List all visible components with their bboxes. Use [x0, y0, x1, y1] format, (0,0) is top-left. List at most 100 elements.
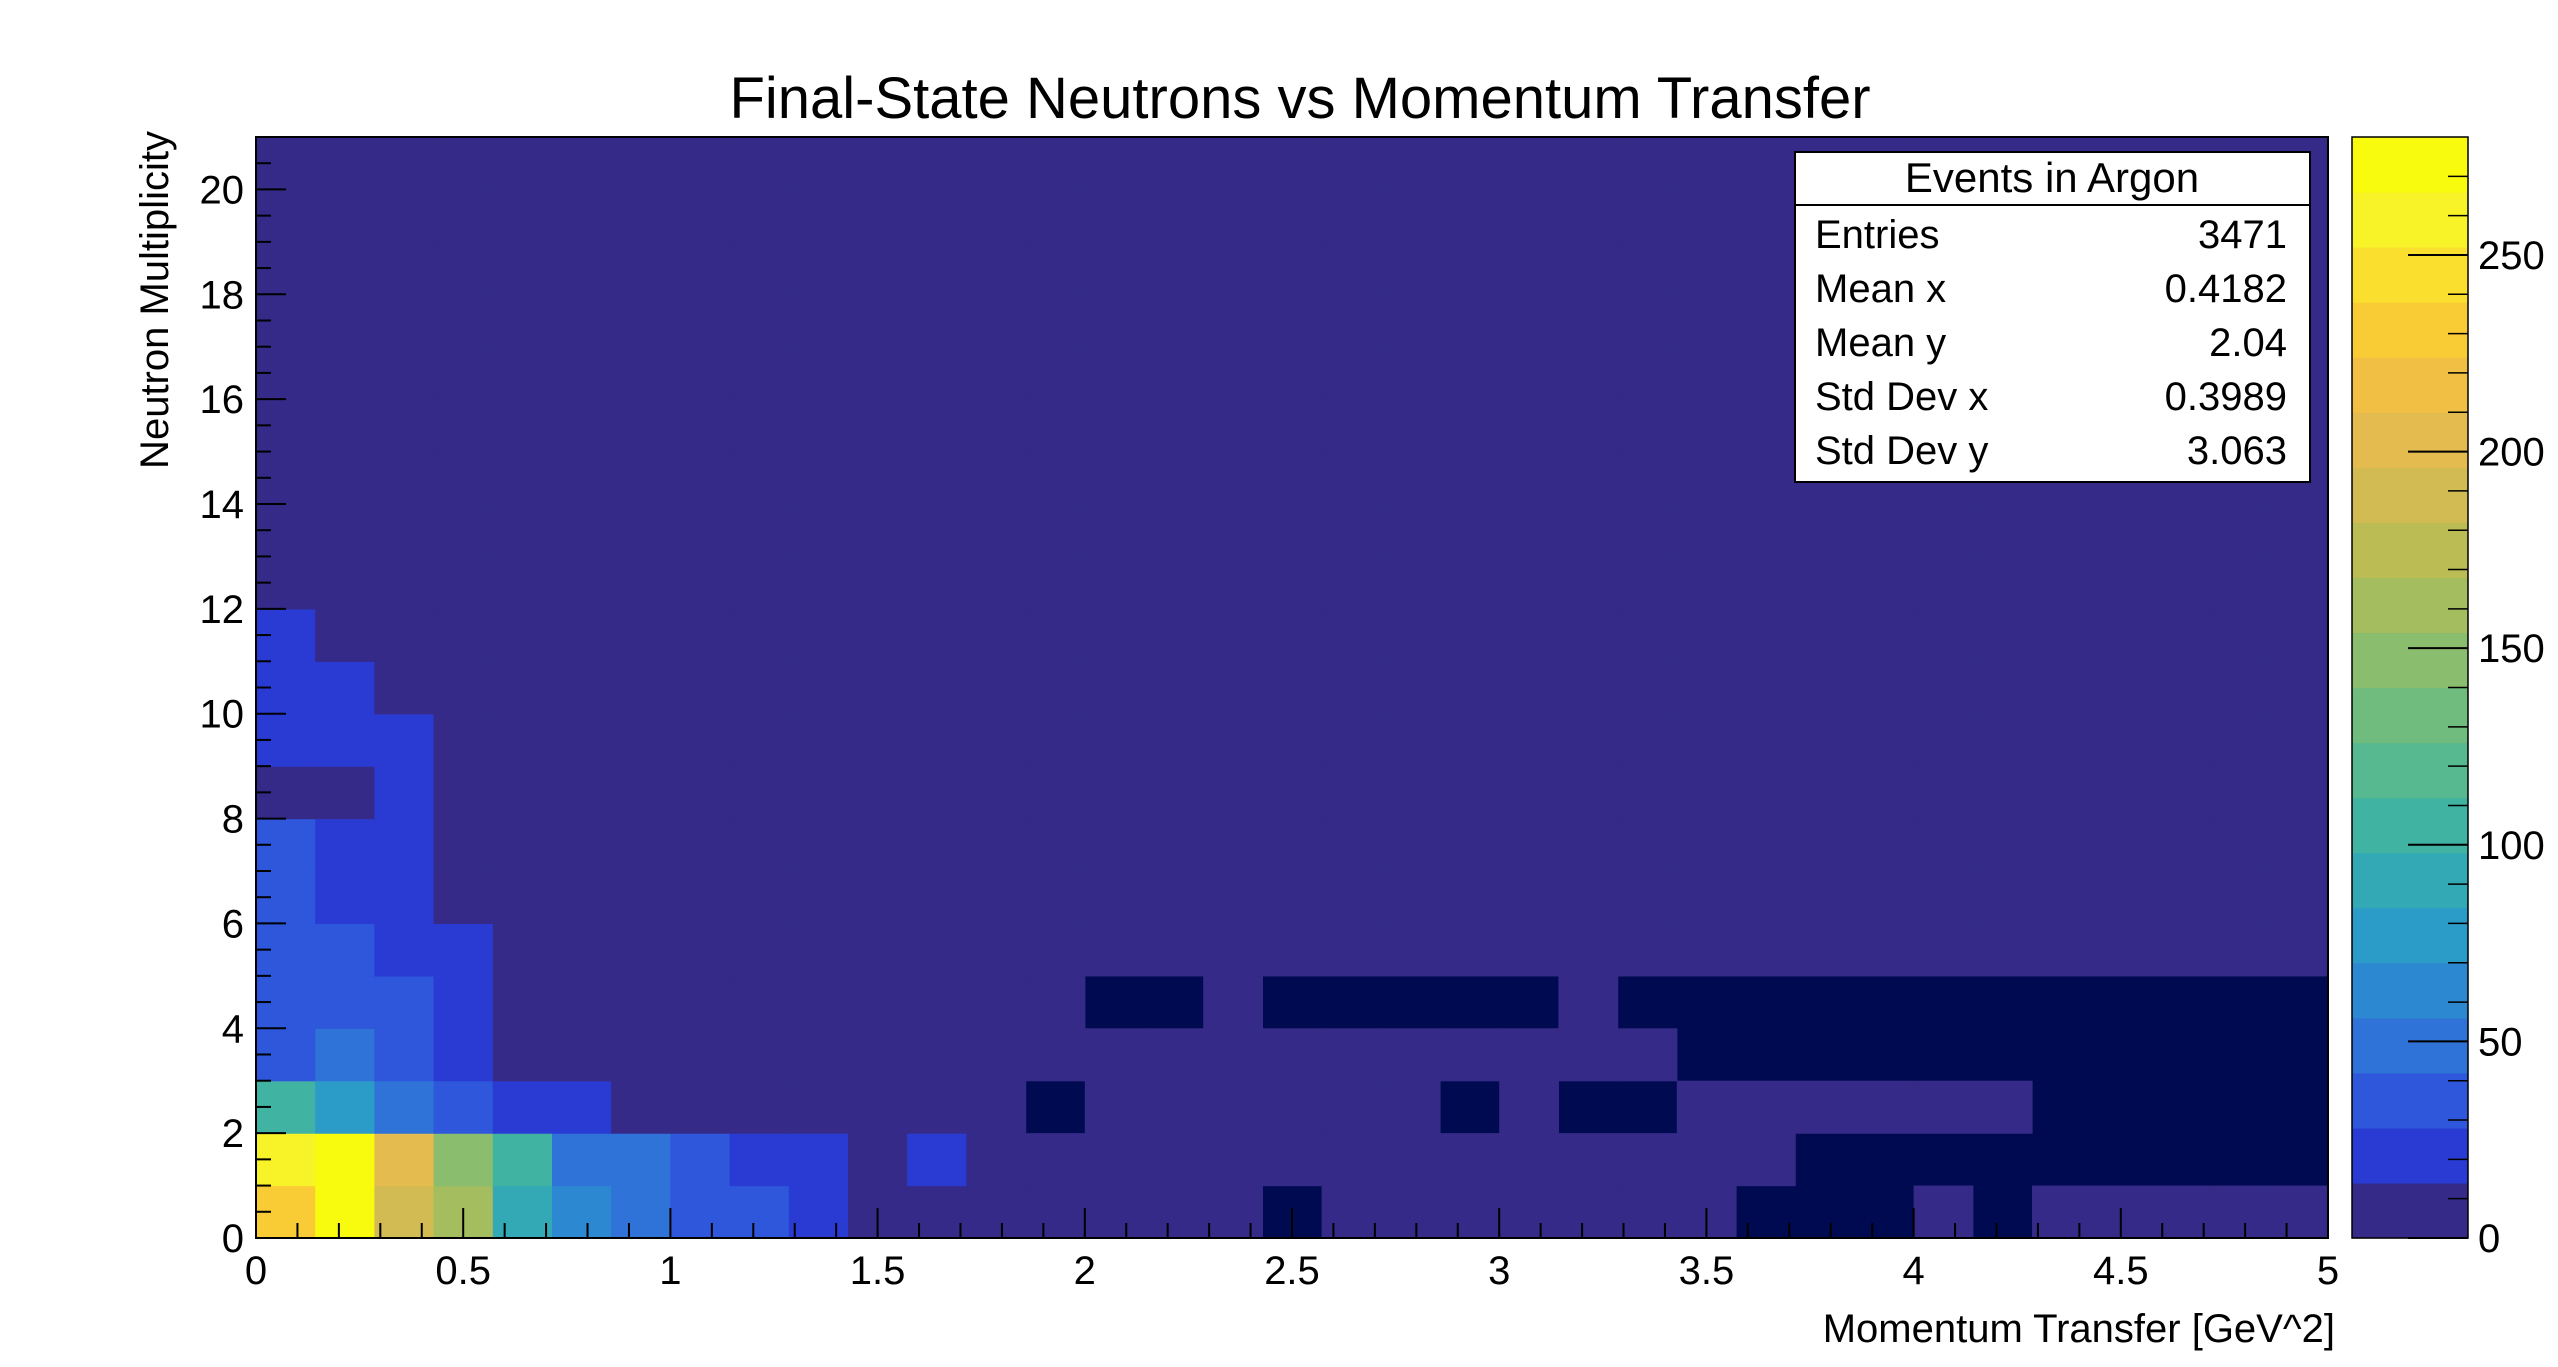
heatmap-cell: [2032, 713, 2092, 767]
heatmap-cell: [1025, 504, 1086, 558]
heatmap-cell: [907, 1185, 967, 1239]
heatmap-cell: [1558, 1028, 1619, 1082]
heatmap-cell: [1025, 137, 1086, 191]
heatmap-cell: [1144, 399, 1204, 453]
heatmap-cell: [611, 1185, 671, 1239]
heatmap-cell: [1025, 399, 1086, 453]
heatmap-cell: [788, 608, 849, 662]
stats-box: Events in Argon Entries 3471 Mean x 0.4182 M…: [1794, 151, 2311, 483]
heatmap-cell: [1262, 1133, 1323, 1187]
colorbar-segment: [2352, 467, 2468, 523]
heatmap-cell: [2150, 923, 2211, 977]
heatmap-cell: [1558, 504, 1619, 558]
heatmap-cell: [848, 766, 908, 820]
heatmap-cell: [492, 766, 553, 820]
heatmap-cell: [1025, 451, 1086, 505]
heatmap-cell: [433, 241, 494, 295]
heatmap-cell: [374, 871, 435, 925]
heatmap-cell: [1676, 1133, 1737, 1187]
heatmap-cell: [1321, 556, 1382, 610]
heatmap-cell: [788, 189, 849, 243]
colorbar-segment: [2352, 1127, 2468, 1184]
heatmap-cell: [1913, 504, 1974, 558]
heatmap-cell: [374, 1133, 435, 1187]
heatmap-cell: [1676, 661, 1737, 715]
stats-box-title: Events in Argon: [1905, 154, 2199, 201]
heatmap-cell: [1203, 451, 1263, 505]
heatmap-cell: [492, 661, 553, 715]
heatmap-cell: [1321, 504, 1382, 558]
heatmap-cell: [433, 399, 494, 453]
heatmap-cell: [1617, 399, 1678, 453]
heatmap-cell: [788, 451, 849, 505]
heatmap-cell: [1499, 504, 1559, 558]
heatmap-cell: [492, 713, 553, 767]
heatmap-cell: [788, 241, 849, 295]
heatmap-cell: [1262, 661, 1323, 715]
heatmap-cell: [1795, 923, 1855, 977]
heatmap-cell: [433, 766, 494, 820]
heatmap-cell: [552, 766, 612, 820]
heatmap-cell: [315, 294, 375, 348]
heatmap-cell: [2209, 923, 2270, 977]
heatmap-cell: [1380, 346, 1441, 400]
heatmap-cell: [1144, 1133, 1204, 1187]
heatmap-cell: [1558, 399, 1619, 453]
heatmap-cell: [1913, 871, 1974, 925]
heatmap-cell: [1380, 399, 1441, 453]
heatmap-cell: [1025, 189, 1086, 243]
heatmap-cell: [1084, 766, 1145, 820]
heatmap-cell: [374, 556, 435, 610]
heatmap-cell: [966, 871, 1027, 925]
heatmap-cell: [966, 451, 1027, 505]
heatmap-cell: [374, 766, 435, 820]
heatmap-cell: [1736, 451, 1796, 505]
heatmap-cell: [552, 1185, 612, 1239]
heatmap-cell: [1499, 713, 1559, 767]
heatmap-cell: [1203, 1185, 1263, 1239]
heatmap-cell: [1913, 1080, 1974, 1134]
heatmap-cell: [1440, 556, 1500, 610]
heatmap-cell: [1440, 608, 1500, 662]
heatmap-cell: [729, 713, 790, 767]
heatmap-cell: [611, 608, 671, 662]
heatmap-cell: [1203, 818, 1263, 872]
heatmap-cell: [2268, 556, 2329, 610]
heatmap-cell: [1084, 923, 1145, 977]
heatmap-cell: [1203, 504, 1263, 558]
heatmap-cell: [670, 1080, 731, 1134]
heatmap-cell: [2209, 766, 2270, 820]
heatmap-cell: [1617, 608, 1678, 662]
heatmap-cell: [1380, 504, 1441, 558]
heatmap-cell: [2150, 818, 2211, 872]
heatmap-cell: [1972, 713, 2033, 767]
heatmap-cell: [1084, 189, 1145, 243]
heatmap-cell: [1617, 661, 1678, 715]
x-tick-label: 3.5: [1679, 1249, 1735, 1293]
heatmap-cell: [1144, 871, 1204, 925]
heatmap-cell: [1025, 818, 1086, 872]
y-tick-label: 16: [200, 378, 245, 422]
heatmap-cell: [966, 1028, 1027, 1082]
heatmap-cell: [1558, 346, 1619, 400]
heatmap-cell: [492, 399, 553, 453]
heatmap-cell: [2032, 661, 2092, 715]
heatmap-cell: [611, 1080, 671, 1134]
heatmap-cell: [611, 766, 671, 820]
heatmap-cell: [1321, 451, 1382, 505]
heatmap-cell: [315, 608, 375, 662]
heatmap-cell: [1262, 399, 1323, 453]
heatmap-cell: [1854, 661, 1915, 715]
heatmap-cell: [729, 608, 790, 662]
heatmap-cell: [1321, 137, 1382, 191]
heatmap-cell: [2209, 871, 2270, 925]
x-tick-label: 1.5: [850, 1249, 906, 1293]
heatmap-cell: [374, 1185, 435, 1239]
heatmap-cell: [1440, 241, 1500, 295]
heatmap-cell: [1262, 923, 1323, 977]
heatmap-cell: [907, 241, 967, 295]
heatmap-cell: [1558, 923, 1619, 977]
heatmap-cell: [1262, 504, 1323, 558]
x-tick-label: 2.5: [1264, 1249, 1320, 1293]
